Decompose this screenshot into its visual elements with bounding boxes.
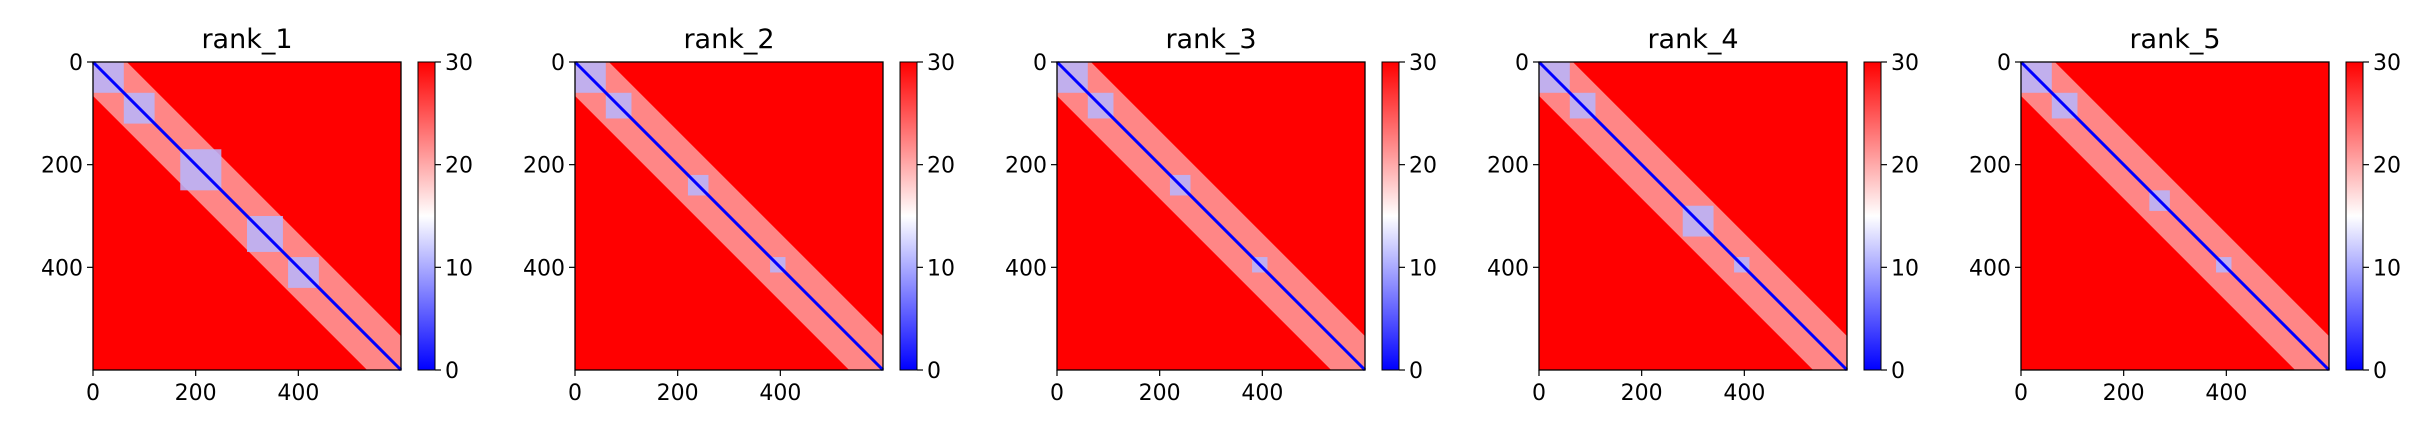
- x-tick-label: 200: [657, 381, 699, 406]
- y-tick-label: 400: [1969, 256, 2011, 281]
- colorbar-tick-label: 10: [1409, 256, 1437, 281]
- colorbar-tick-label: 10: [2373, 256, 2401, 281]
- x-tick-label: 400: [1241, 381, 1283, 406]
- x-tick-label: 200: [1139, 381, 1181, 406]
- diagonal-line: [1055, 60, 1367, 372]
- colorbar-tick-label: 10: [1891, 256, 1919, 281]
- colorbar: [1381, 61, 1400, 371]
- colorbar: [417, 61, 436, 371]
- y-tick-label: 200: [523, 154, 565, 179]
- panel-title: rank_4: [1647, 24, 1738, 55]
- y-tick-label: 400: [41, 256, 83, 281]
- colorbar: [899, 61, 918, 371]
- y-tick-label: 0: [69, 51, 83, 76]
- x-tick-label: 200: [1621, 381, 1663, 406]
- colorbar-tick-label: 0: [2373, 359, 2387, 384]
- colorbar-tick-label: 30: [1891, 51, 1919, 76]
- y-tick-label: 0: [1033, 51, 1047, 76]
- colorbar-tick-label: 20: [927, 154, 955, 179]
- heatmap-panel-5: rank_5 0 200 400 0 200 400 0 10 20 30: [1969, 24, 2401, 406]
- plot-frame: [2020, 61, 2330, 371]
- colorbar-tick-label: 20: [2373, 154, 2401, 179]
- colorbar-tick-label: 30: [1409, 51, 1437, 76]
- panel-title: rank_3: [1165, 24, 1256, 55]
- colorbar-tick-label: 0: [1891, 359, 1905, 384]
- colorbar-tick-label: 30: [445, 51, 473, 76]
- heatmap-panel-3: rank_3 0 200 400 0 200 400 0 10 20 30: [1005, 24, 1437, 406]
- x-tick-label: 0: [1050, 381, 1064, 406]
- colorbar: [2345, 61, 2364, 371]
- plot-frame: [92, 61, 402, 371]
- diagonal-line: [2019, 60, 2331, 372]
- colorbar-tick-label: 20: [1409, 154, 1437, 179]
- colorbar-tick-label: 0: [445, 359, 459, 384]
- diagonal-line: [91, 60, 403, 372]
- x-tick-label: 0: [86, 381, 100, 406]
- diagonal-line: [1537, 60, 1849, 372]
- x-tick-label: 400: [759, 381, 801, 406]
- colorbar-tick-label: 0: [927, 359, 941, 384]
- plot-frame: [1056, 61, 1366, 371]
- y-tick-label: 400: [523, 256, 565, 281]
- y-tick-label: 200: [1005, 154, 1047, 179]
- colorbar: [1863, 61, 1882, 371]
- x-tick-label: 400: [2205, 381, 2247, 406]
- colorbar-tick-label: 10: [445, 256, 473, 281]
- y-tick-label: 200: [1487, 154, 1529, 179]
- colorbar-tick-label: 20: [1891, 154, 1919, 179]
- panel-title: rank_2: [683, 24, 774, 55]
- colorbar-tick-label: 30: [2373, 51, 2401, 76]
- x-tick-label: 400: [277, 381, 319, 406]
- y-tick-label: 400: [1487, 256, 1529, 281]
- x-tick-label: 200: [175, 381, 217, 406]
- x-tick-label: 0: [2014, 381, 2028, 406]
- y-tick-label: 200: [1969, 154, 2011, 179]
- panel-title: rank_5: [2129, 24, 2220, 55]
- y-tick-label: 0: [551, 51, 565, 76]
- colorbar-tick-label: 30: [927, 51, 955, 76]
- y-tick-label: 400: [1005, 256, 1047, 281]
- colorbar-tick-label: 10: [927, 256, 955, 281]
- plot-frame: [1538, 61, 1848, 371]
- diagonal-line: [573, 60, 885, 372]
- heatmap-panel-2: rank_2 0 200 400 0 200 400 0 10 20 30: [523, 24, 955, 406]
- y-tick-label: 0: [1515, 51, 1529, 76]
- x-tick-label: 0: [568, 381, 582, 406]
- colorbar-tick-label: 0: [1409, 359, 1423, 384]
- x-tick-label: 200: [2103, 381, 2145, 406]
- panel-title: rank_1: [201, 24, 292, 55]
- x-tick-label: 400: [1723, 381, 1765, 406]
- y-tick-label: 0: [1997, 51, 2011, 76]
- plot-frame: [574, 61, 884, 371]
- colorbar-tick-label: 20: [445, 154, 473, 179]
- heatmap-panel-1: rank_1 0 200 400 0 200 400 0 10 20 30: [41, 24, 473, 406]
- x-tick-label: 0: [1532, 381, 1546, 406]
- heatmap-panel-4: rank_4 0 200 400 0 200 400 0 10 20 30: [1487, 24, 1919, 406]
- y-tick-label: 200: [41, 154, 83, 179]
